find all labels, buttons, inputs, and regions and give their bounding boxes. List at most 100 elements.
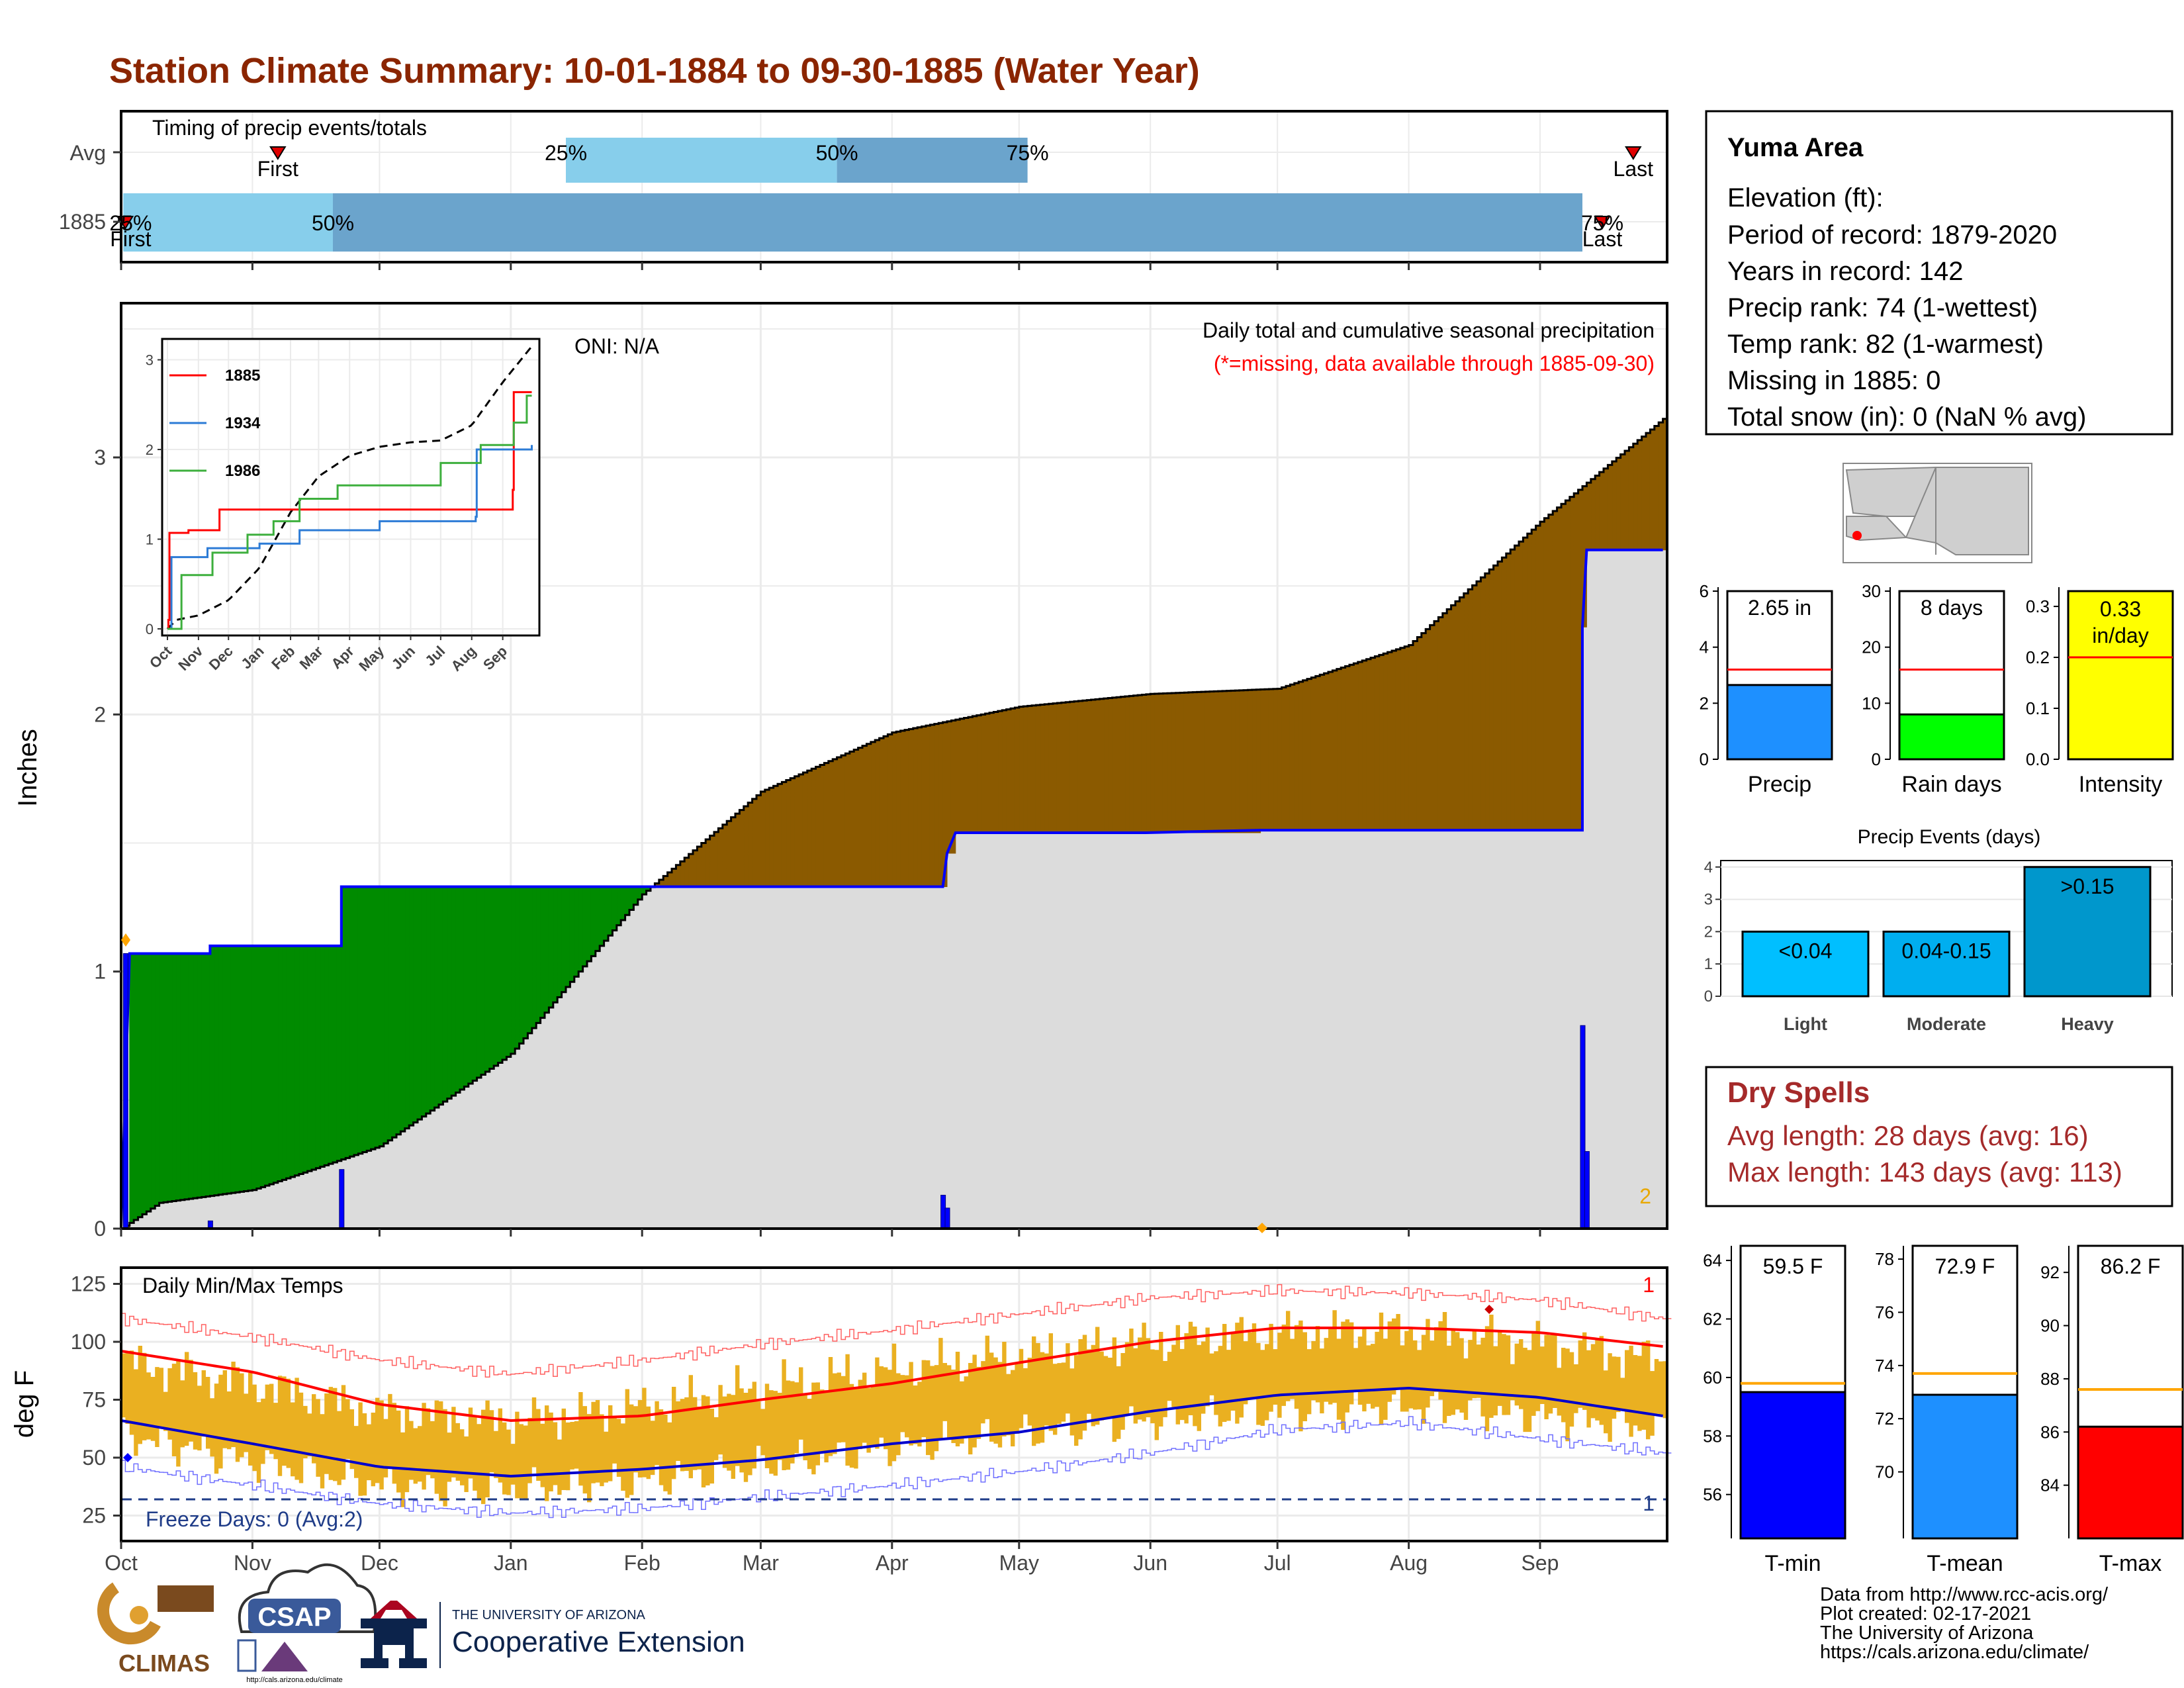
- events-ytick-label: 0: [1704, 988, 1713, 1006]
- climas-wordmark: CLIMAS: [118, 1650, 210, 1677]
- temp-bar-value-label: 72.9 F: [1935, 1254, 1995, 1278]
- mini-bar-ytick-label: 0: [1872, 749, 1881, 769]
- ua-extension-text: Cooperative Extension: [452, 1626, 745, 1658]
- temp-bar-ytick-label: 64: [1703, 1250, 1722, 1270]
- avg-first-label: First: [257, 157, 298, 181]
- mini-bar-value-label: 8 days: [1921, 596, 1983, 620]
- mini-bar-label: Precip: [1748, 772, 1811, 797]
- events-bar-label: >0.15: [2061, 874, 2115, 898]
- temp-bar-ytick-label: 78: [1875, 1249, 1894, 1269]
- events-category-label: Moderate: [1907, 1014, 1986, 1034]
- daily-precip-bar: [339, 1169, 345, 1229]
- avg-p50-label: 50%: [816, 141, 858, 165]
- page-title: Station Climate Summary: 10-01-1884 to 0…: [109, 51, 1200, 91]
- record-min-line: [121, 1416, 1672, 1519]
- footer: CLIMAS CSAP http://cals.arizona.edu/clim…: [97, 1563, 2109, 1684]
- precip-caption: Daily total and cumulative seasonal prec…: [1203, 318, 1655, 342]
- temp-xtick-label: Apr: [876, 1551, 909, 1575]
- mini-bar-ytick-label: 20: [1862, 637, 1881, 657]
- temp-bar-label: T-min: [1765, 1551, 1821, 1576]
- map-state-nevada: [1845, 466, 1936, 517]
- footer-data-source: Data from http://www.rcc-acis.org/: [1820, 1584, 2109, 1605]
- csap-url: http://cals.arizona.edu/climate: [246, 1676, 343, 1684]
- csap-mountain-icon: [261, 1642, 308, 1671]
- precip-frame: [120, 302, 1668, 1230]
- precip-areas: [120, 418, 1668, 1230]
- temp-ytick-label: 100: [71, 1330, 106, 1354]
- avg-bar-50-75: [837, 138, 1028, 183]
- timing-title: Timing of precip events/totals: [152, 116, 427, 140]
- temp-bar-ytick-label: 60: [1703, 1368, 1722, 1387]
- temp-xtick-label: Oct: [105, 1551, 138, 1575]
- obs-bar-50-75: [333, 193, 1582, 252]
- mini-bar-value-label: 0.33: [2100, 597, 2141, 621]
- temp-ytick-label: 75: [82, 1388, 106, 1412]
- station-snow: Total snow (in): 0 (NaN % avg): [1727, 402, 2086, 432]
- precip-x-axis: [120, 1229, 1541, 1237]
- ua-logo: THE UNIVERSITY OF ARIZONA Cooperative Ex…: [361, 1601, 745, 1668]
- timing-row-year: 1885: [59, 210, 106, 234]
- temp-bar-value-label: 86.2 F: [2101, 1254, 2161, 1278]
- obs-last-label: Last: [1582, 227, 1623, 251]
- mini-bar-ytick-label: 6: [1700, 581, 1709, 601]
- inset-legend: 1885 1934 1986: [169, 367, 261, 480]
- mini-bar-rain-days: 8 days 0 10 20 30 Rain days: [1862, 581, 2005, 797]
- inset-frame: [161, 338, 541, 637]
- dry-spells-box: Dry Spells Avg length: 28 days (avg: 16)…: [1705, 1066, 2173, 1207]
- inset-legend-label: 1885: [225, 367, 260, 385]
- mini-bar-value: [1726, 684, 1833, 761]
- inset-ytick-label: 0: [146, 621, 154, 637]
- obs-p75-label: 75%: [1581, 211, 1623, 235]
- mini-bar-value-unit: in/day: [2092, 624, 2148, 647]
- temp-x-axis: Oct Nov Dec Jan Feb Mar Apr May Jun Jul Aug Sep: [105, 1541, 1559, 1575]
- ua-a-icon: [361, 1618, 427, 1668]
- temp-panel: 25 50 75 100 125 Oct Nov Dec Jan Feb Mar Apr May Jun…: [10, 1266, 1672, 1575]
- temp-bar-t-min: 59.5 F 56 58 60 62 64 T-min: [1703, 1244, 1846, 1576]
- inset-series-line: [167, 395, 532, 630]
- max-record-marker: [1484, 1305, 1494, 1314]
- timing-frame: [120, 110, 1668, 263]
- csap-badge: [248, 1599, 341, 1633]
- precip-missing-note: (*=missing, data available through 1885-…: [1214, 352, 1655, 375]
- precip-ytick-label: 0: [94, 1217, 106, 1241]
- temp-xtick-label: Aug: [1390, 1551, 1428, 1575]
- precip-events-chart: Precip Events (days) 0 1 2 3 4 <0.04 Light 0.04…: [1704, 826, 2173, 1034]
- temp-xtick-label: May: [999, 1551, 1039, 1575]
- timing-bars: [116, 138, 1642, 252]
- temp-ytick-label: 125: [71, 1272, 106, 1296]
- temp-ytick-label: 50: [82, 1446, 106, 1470]
- precip-ytick-label: 3: [94, 445, 106, 469]
- mini-bar-ytick-label: 0: [1700, 749, 1709, 769]
- temp-bar-value: [2077, 1425, 2184, 1540]
- daily-temp-range-bars: [121, 1310, 1667, 1507]
- mini-bar-label: Rain days: [1901, 772, 2001, 797]
- temp-y-axis: 25 50 75 100 125: [71, 1272, 121, 1528]
- mini-bar-ytick-label: 0.3: [2026, 596, 2050, 616]
- temp-plot: [120, 1284, 1672, 1519]
- avg-last-marker: [1625, 146, 1642, 160]
- mini-bar-intensity: 0.33 in/day 0.0 0.1 0.2 0.3 Intensity: [2026, 587, 2174, 797]
- events-ytick-label: 1: [1704, 955, 1713, 973]
- avg-p25-label: 25%: [545, 141, 587, 165]
- events-ytick-label: 2: [1704, 923, 1713, 941]
- temp-xtick-label: Feb: [624, 1551, 660, 1575]
- temp-xtick-label: Sep: [1522, 1551, 1559, 1575]
- temp-bar-ytick-label: 72: [1875, 1409, 1894, 1429]
- timing-row-avg: Avg: [69, 141, 106, 165]
- station-elevation: Elevation (ft):: [1727, 183, 1884, 212]
- station-name: Yuma Area: [1727, 133, 1864, 162]
- mini-bar-ytick-label: 0.0: [2026, 749, 2050, 769]
- temp-bar-ytick-label: 92: [2040, 1262, 2060, 1282]
- obs-last-marker: [1594, 216, 1611, 230]
- temp-xtick-label: Mar: [743, 1551, 779, 1575]
- temp-xtick-label: Nov: [234, 1551, 271, 1575]
- temp-xtick-label: Jun: [1133, 1551, 1167, 1575]
- climas-mark-icon: [158, 1585, 214, 1612]
- mini-bar-label: Intensity: [2079, 772, 2163, 797]
- events-bar: [1741, 930, 1870, 998]
- precip-count-label: 2: [1639, 1184, 1651, 1208]
- temp-bar-value: [1739, 1391, 1846, 1540]
- temp-xtick-label: Jan: [494, 1551, 528, 1575]
